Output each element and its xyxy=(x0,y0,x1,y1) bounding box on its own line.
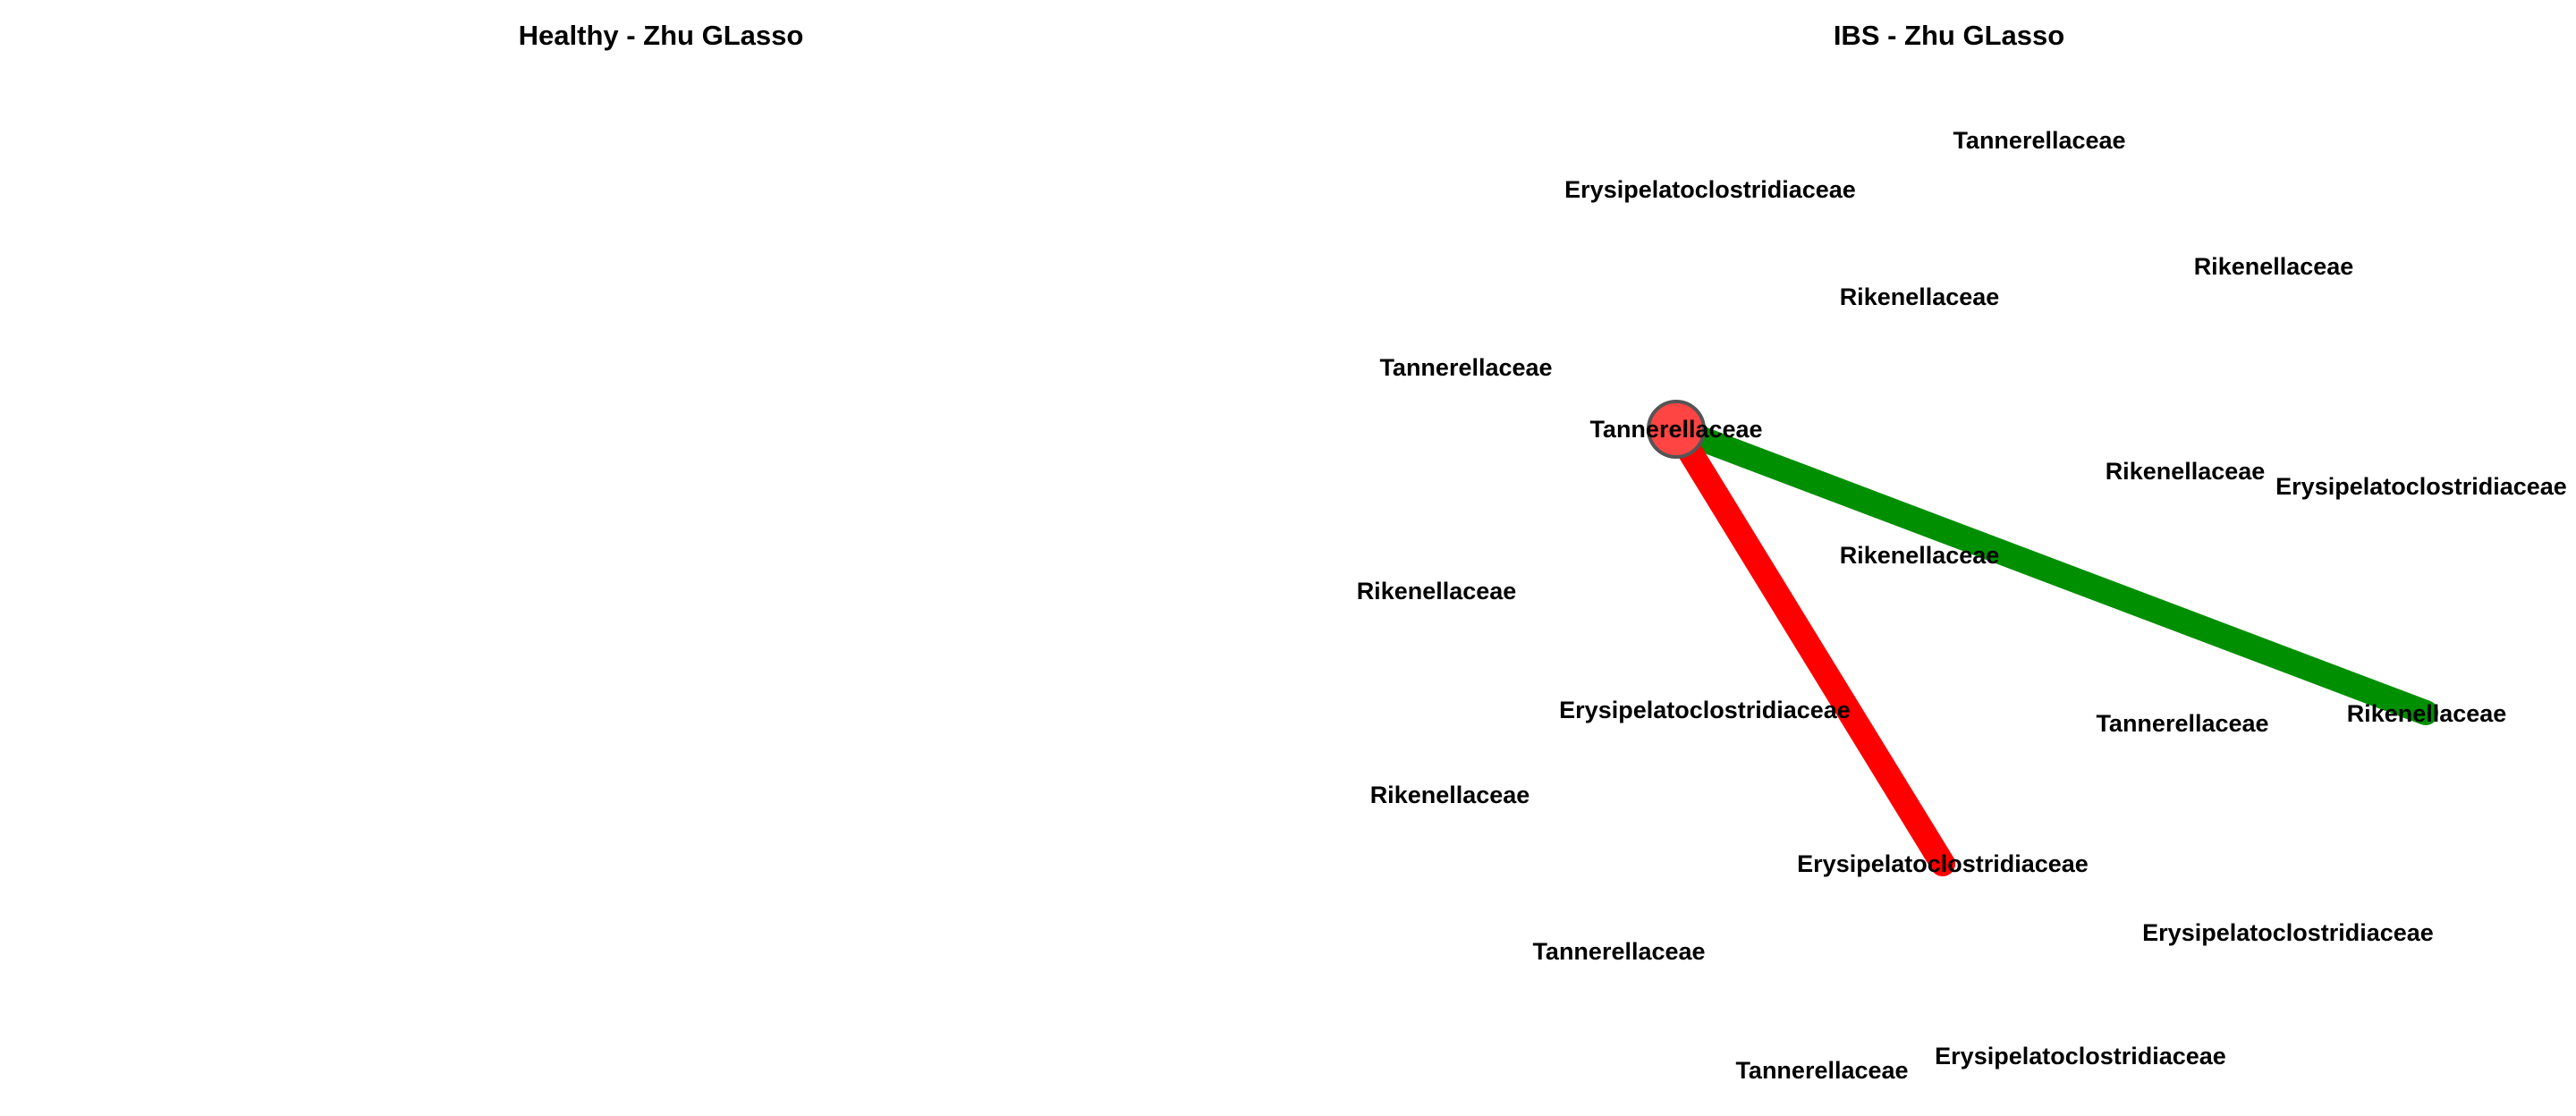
node-label-n19: Tannerellaceae xyxy=(1735,1057,1908,1084)
node-label-n7: Rikenellaceae xyxy=(2106,458,2266,485)
ibs-edge-layer xyxy=(1664,417,2438,876)
node-label-n8: Erysipelatoclostridiaceae xyxy=(2275,473,2567,500)
node-label-n3: Rikenellaceae xyxy=(1840,283,2000,310)
node-label-n17: Tannerellaceae xyxy=(1532,938,1705,965)
node-label-n16: Erysipelatoclostridiaceae xyxy=(2142,919,2434,946)
node-label-n9: Rikenellaceae xyxy=(1840,542,2000,569)
node-label-n2: Erysipelatoclostridiaceae xyxy=(1564,176,1856,203)
node-label-n12: Tannerellaceae xyxy=(2096,710,2268,737)
node-label-n14: Rikenellaceae xyxy=(1370,782,1530,808)
node-label-n10: Rikenellaceae xyxy=(1357,578,1517,604)
panel-title-healthy: Healthy - Zhu GLasso xyxy=(519,20,804,51)
panel-title-ibs: IBS - Zhu GLasso xyxy=(1834,20,2064,51)
node-label-n1: Tannerellaceae xyxy=(1953,127,2125,154)
node-label-n15: Erysipelatoclostridiaceae xyxy=(1797,850,2089,877)
node-label-n4: Rikenellaceae xyxy=(2194,253,2354,280)
panel-healthy: Healthy - Zhu GLasso xyxy=(519,20,804,51)
node-label-n6: Tannerellaceae xyxy=(1589,416,1762,443)
node-marker-n6 xyxy=(1647,400,1706,459)
node-label-n13: Rikenellaceae xyxy=(2347,700,2507,727)
edge-positive-n6-n14 xyxy=(1664,417,2438,725)
edge-negative-n6-n15 xyxy=(1664,417,1955,876)
ibs-node-marker-layer xyxy=(1647,400,1706,459)
node-label-n18: Erysipelatoclostridiaceae xyxy=(1935,1043,2226,1070)
panel-ibs: IBS - Zhu GLasso Tannerellaceae Erysipela… xyxy=(1357,20,2567,1084)
ibs-node-label-layer: Tannerellaceae Erysipelatoclostridiaceae R… xyxy=(1357,127,2567,1084)
node-label-n11: Erysipelatoclostridiaceae xyxy=(1559,697,1851,723)
node-label-n5: Tannerellaceae xyxy=(1379,354,1552,381)
